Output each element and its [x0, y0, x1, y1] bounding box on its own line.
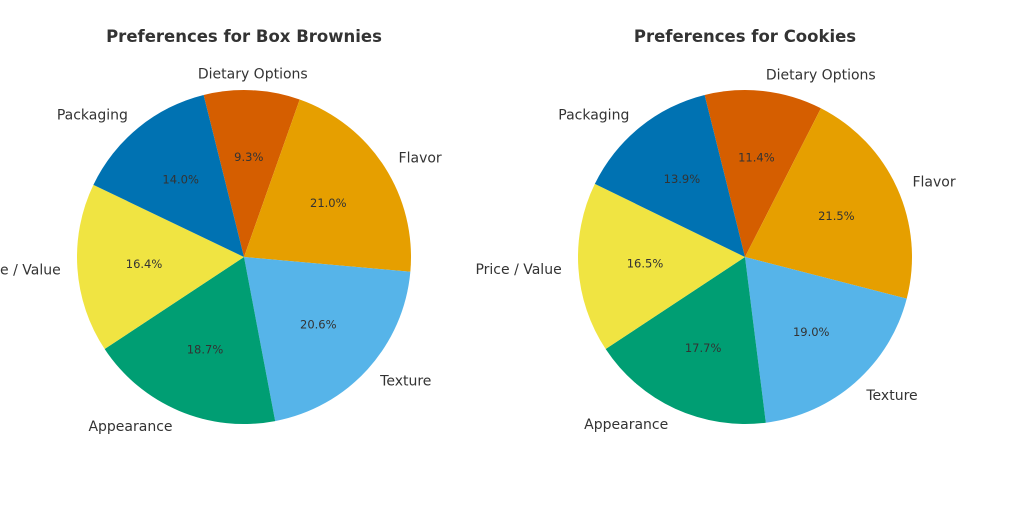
pie-chart-cookies: Preferences for Cookies 13.9% Packaging 16…	[475, 27, 955, 433]
slice-percent-label: 19.0%	[793, 325, 830, 339]
slice-percent-label: 21.0%	[310, 196, 347, 210]
slice-percent-label: 17.7%	[685, 341, 722, 355]
pie-slice-texture	[745, 257, 907, 423]
pie-slice-flavor	[244, 99, 411, 272]
pie-slice-price-value	[578, 183, 745, 350]
pie-slice-dietary-options	[704, 90, 821, 257]
slice-percent-label: 14.0%	[162, 172, 199, 186]
slice-category-label: Texture	[865, 388, 917, 404]
chart-title: Preferences for Cookies	[634, 27, 856, 46]
slice-category-label: Flavor	[399, 151, 442, 167]
pie-chart-box-brownies: Preferences for Box Brownies 14.0% Packag…	[0, 27, 442, 435]
slice-percent-label: 11.4%	[738, 150, 775, 164]
slice-percent-label: 16.4%	[126, 257, 163, 271]
slice-category-label: Texture	[379, 373, 431, 389]
slice-category-label: Flavor	[912, 175, 955, 191]
pie-slice-dietary-options	[203, 90, 300, 258]
pie-slice-texture	[244, 257, 411, 422]
slice-category-label: Packaging	[558, 107, 629, 123]
slice-category-label: Dietary Options	[766, 67, 876, 83]
slice-category-label: Appearance	[584, 417, 668, 433]
slice-category-label: Price / Value	[475, 262, 561, 278]
slice-percent-label: 18.7%	[187, 342, 224, 356]
slice-percent-label: 9.3%	[234, 150, 263, 164]
slice-percent-label: 16.5%	[627, 257, 664, 271]
slice-percent-label: 20.6%	[300, 317, 337, 331]
pie-slice-packaging	[93, 94, 244, 257]
slice-category-label: Price / Value	[0, 263, 61, 279]
pie-slice-packaging	[594, 94, 745, 257]
slice-category-label: Appearance	[88, 419, 172, 435]
pie-slice-price-value	[77, 184, 245, 350]
pie-slice-flavor	[745, 108, 912, 299]
pie-slice-appearance	[104, 257, 276, 424]
slice-percent-label: 13.9%	[664, 172, 701, 186]
pie-slice-appearance	[605, 257, 766, 424]
slice-category-label: Dietary Options	[198, 67, 308, 83]
slice-category-label: Packaging	[57, 108, 128, 124]
chart-title: Preferences for Box Brownies	[106, 27, 382, 46]
slice-percent-label: 21.5%	[818, 209, 855, 223]
